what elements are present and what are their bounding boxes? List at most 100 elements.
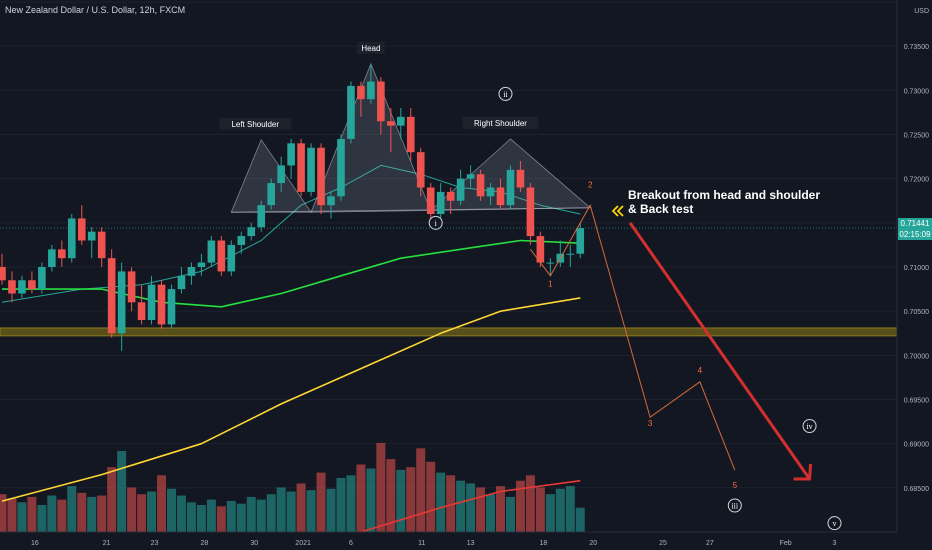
candle-body [387,121,395,126]
volume-bar [147,491,157,532]
wave-circle-label: iv [806,422,812,431]
bearish-arrow [628,221,811,480]
candle-body [486,187,495,197]
candle-body [28,280,36,290]
candle-body [426,187,435,214]
time-tick: 25 [659,540,667,547]
candle-body [187,267,196,276]
volume-bar [306,490,316,532]
annotation-pointer-icon [611,205,624,217]
candle-body [197,262,206,267]
volume-bar [336,478,346,532]
volume-bar [27,496,37,532]
volume-bar [426,461,436,532]
candle-body [157,284,166,325]
wave-circle-label: iii [731,502,738,511]
candle-body [18,280,26,294]
candle-body [287,143,295,166]
candle-body [297,143,305,192]
candle-body [207,240,216,263]
breakout-annotation: Breakout from head and shoulder & Back t… [628,188,821,216]
volume-bar [107,467,117,532]
time-tick: 20 [589,540,597,547]
candle-body [147,284,156,320]
volume-bar [256,499,266,532]
candle-body [357,85,365,100]
volume-bar [226,500,236,532]
candle-body [377,81,385,122]
candle-body [347,85,355,139]
volume-bar [555,488,565,532]
wave-label: 3 [648,419,653,428]
wave-circle [827,516,842,531]
price-tick: 0.72500 [904,133,929,140]
time-tick: 3 [833,540,837,547]
candle-body [77,218,86,241]
volume-bar [356,464,366,532]
candle-body [267,183,275,206]
candle-body [38,267,46,290]
volume-bar [166,488,176,532]
last-price-box: 0.71441 [898,218,932,230]
chart-title: New Zealand Dollar / U.S. Dollar, 12h, F… [5,5,186,15]
volume-average-line [360,479,581,533]
candle-body [127,271,136,303]
bearish-arrow-head [793,463,813,481]
pattern-label-bg [357,41,385,54]
wave-label: 4 [698,366,703,375]
volume-bar [77,492,87,532]
candle-body [406,116,415,153]
candle-body [536,236,545,263]
candle-body [0,267,6,281]
candle-body [97,231,106,259]
volume-bar [446,475,456,532]
volume-bar [236,503,246,532]
volume-bar [366,468,376,532]
candle-body [247,227,256,237]
time-tick: 30 [250,540,258,547]
volume-bar [67,486,77,532]
volume-bar [466,483,476,532]
volume-bar [196,505,206,532]
time-tick: 6 [349,540,353,547]
wave-circle-label: ii [503,90,508,99]
price-tick: 0.73500 [904,44,929,51]
volume-bar [525,475,535,532]
volume-bar [47,495,57,532]
candle-body [506,169,515,206]
wave-projection [530,203,736,471]
wave-circle-label: v [832,519,836,528]
candle-body [566,253,575,255]
price-axis-bg [897,0,932,550]
candle-body [576,228,585,254]
price-tick: 0.73000 [904,88,929,95]
candle-body [137,302,146,320]
time-tick: 28 [200,540,208,547]
volume-bar [376,442,386,532]
candle-body [217,240,226,272]
candle-body [58,249,66,259]
candle-body [416,152,425,188]
price-tick: 0.69000 [904,442,929,449]
volume-bar [505,496,515,532]
price-tick: 0.71000 [904,265,929,272]
candle-body [107,258,116,334]
volume-bar [386,459,396,532]
volume-bar [496,486,505,532]
volume-bar [316,472,326,532]
volume-bar [346,475,356,532]
volume-bar [206,499,216,532]
volume-bar [535,487,545,532]
volume-bar [515,480,525,532]
volume-bar [37,505,47,532]
volume-bar [276,487,286,532]
candle-body [526,187,535,237]
volume-bar [127,487,137,532]
wave-label: 5 [733,481,738,490]
volume-bar [436,472,446,532]
candle-body [167,289,176,325]
time-tick: 27 [706,540,714,547]
candle-body [496,187,505,206]
volume-bar [7,498,17,532]
